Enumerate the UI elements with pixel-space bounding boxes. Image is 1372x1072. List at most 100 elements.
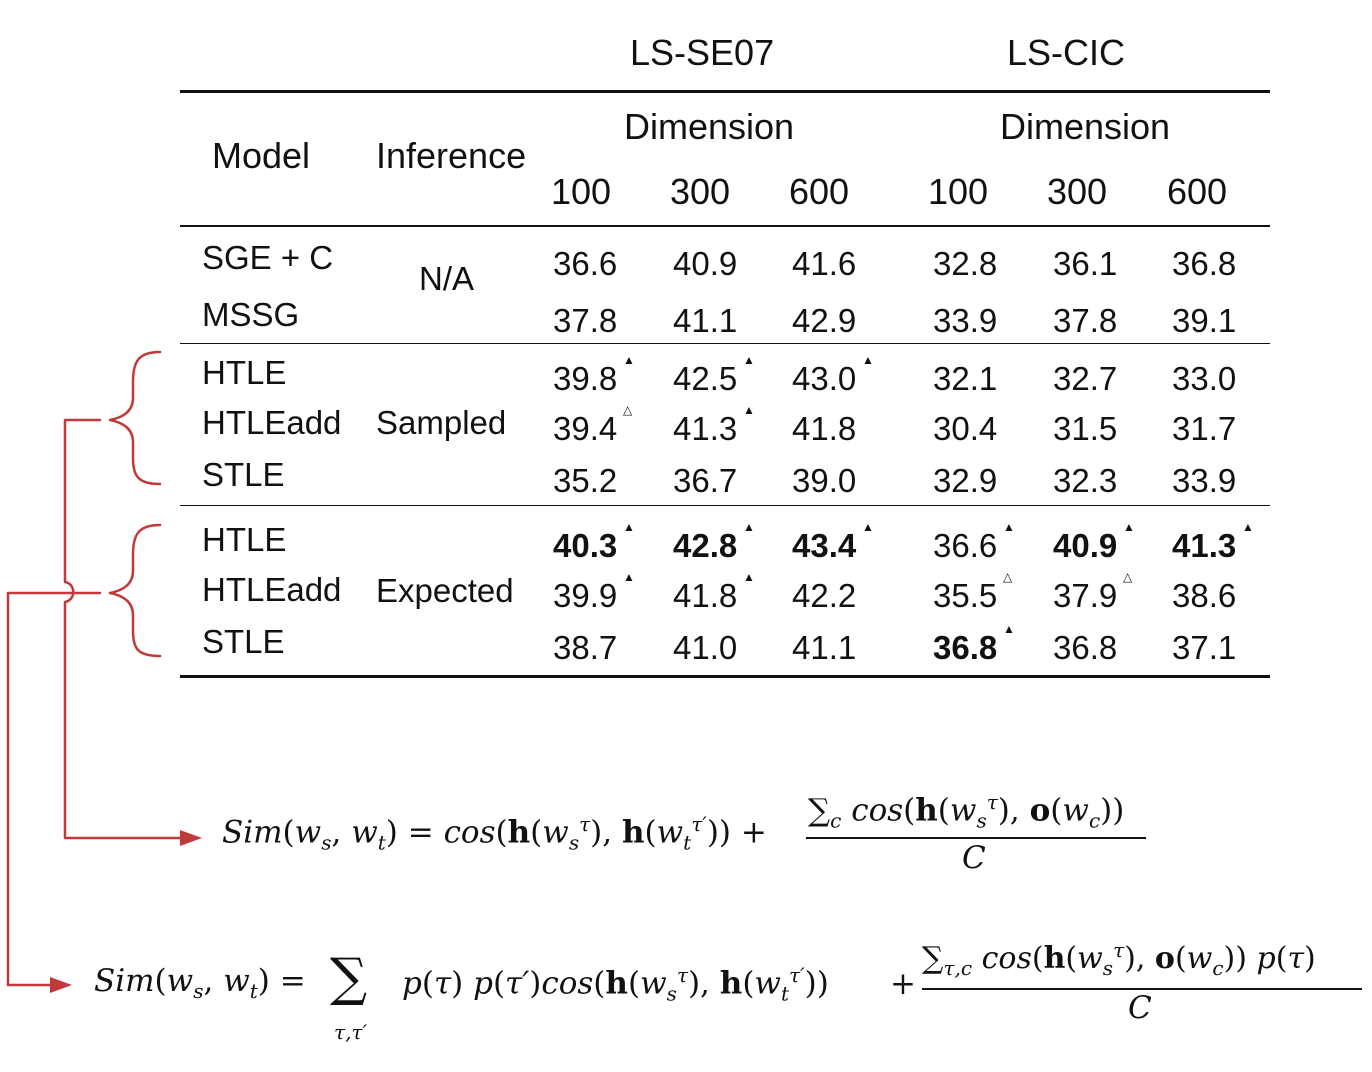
table-cell: 41.8	[673, 577, 738, 614]
significance-marker: ▲	[1123, 520, 1135, 534]
table-cell: 36.6	[553, 245, 618, 282]
significance-marker: ▲	[623, 520, 635, 534]
header-rule	[180, 225, 1270, 227]
table-cell: 30.4	[933, 410, 998, 447]
table-cell: 42.2	[792, 577, 857, 614]
significance-marker: △	[1123, 570, 1133, 584]
table-cell: 35.2	[553, 462, 618, 499]
table-cell: 32.3	[1053, 462, 1118, 499]
table-cell: 31.7	[1172, 410, 1237, 447]
significance-marker: ▲	[743, 353, 755, 367]
model-name: HTLEadd	[202, 404, 342, 441]
model-name: STLE	[202, 623, 285, 660]
table-cell: 41.3	[1172, 527, 1237, 564]
top-rule	[180, 90, 1270, 93]
significance-marker: ▲	[862, 353, 874, 367]
table-cell: 41.8	[792, 410, 857, 447]
connector-line-1	[63, 418, 182, 840]
formula2-denominator: C	[1128, 990, 1152, 1026]
significance-marker: △	[1003, 570, 1013, 584]
model-name: MSSG	[202, 296, 300, 333]
table-cell: 32.9	[933, 462, 998, 499]
significance-marker: ▲	[623, 353, 635, 367]
significance-marker: ▲	[862, 520, 874, 534]
dimension-header-cic: Dimension	[1000, 106, 1171, 147]
formula2-main-term: p(τ) p(τ′)cos(h(wsτ), h(wtτ′))	[402, 963, 829, 1006]
table-cell: 38.6	[1172, 577, 1237, 614]
table-cell: 42.5	[673, 360, 738, 397]
dim-header-cic-600: 600	[1167, 171, 1228, 212]
formula2-numerator: ∑τ,c cos(h(wsτ), o(wc)) p(τ)	[922, 938, 1316, 980]
table-cell: 37.8	[553, 302, 618, 339]
table-cell: 35.5	[933, 577, 998, 614]
formula1-numerator: ∑c cos(h(wsτ), o(wc))	[808, 790, 1125, 833]
significance-marker: ▲	[1003, 520, 1015, 534]
arrowhead-1	[180, 830, 202, 846]
connector-line-2	[6, 591, 102, 987]
dim-header-se07-600: 600	[789, 171, 850, 212]
significance-marker: △	[623, 403, 633, 417]
significance-marker: ▲	[743, 403, 755, 417]
table-cell: 32.8	[933, 245, 998, 282]
formula2-fraction-bar	[922, 988, 1362, 990]
inference-expected: Expected	[376, 572, 514, 609]
table-cell: 39.0	[792, 462, 857, 499]
dim-header-cic-300: 300	[1047, 171, 1108, 212]
table-cell: 41.3	[673, 410, 738, 447]
table-cell: 32.1	[933, 360, 998, 397]
formula1-denominator: C	[962, 840, 986, 876]
table-cell: 41.0	[673, 629, 738, 666]
section-rule-1	[180, 343, 1270, 345]
table-cell: 36.8	[933, 629, 998, 666]
significance-marker: ▲	[1242, 520, 1254, 534]
table-cell: 36.1	[1053, 245, 1118, 282]
model-column-header: Model	[212, 135, 311, 176]
table-cell: 33.0	[1172, 360, 1237, 397]
table-cell: 39.1	[1172, 302, 1237, 339]
table-cell: 43.4	[792, 527, 857, 564]
model-name: STLE	[202, 456, 285, 493]
model-name: SGE + C	[202, 239, 334, 276]
significance-marker: ▲	[623, 570, 635, 584]
group-header-ls-cic: LS-CIC	[1007, 32, 1126, 73]
table-cell: 36.7	[673, 462, 738, 499]
section-rule-2	[180, 505, 1270, 507]
group-header-ls-se07: LS-SE07	[630, 32, 775, 73]
table-cell: 33.9	[933, 302, 998, 339]
table-cell: 39.4	[553, 410, 618, 447]
brace-expected	[108, 523, 162, 658]
formula2-plus: +	[890, 966, 916, 1002]
formula-similarity-expected: Sim(ws, wt) =	[94, 963, 306, 1004]
table-cell: 42.9	[792, 302, 857, 339]
table-cell: 39.9	[553, 577, 618, 614]
dim-header-cic-100: 100	[928, 171, 989, 212]
table-cell: 36.8	[1172, 245, 1237, 282]
table-cell: 33.9	[1172, 462, 1237, 499]
inference-sampled: Sampled	[376, 404, 507, 441]
formula2-sum-sign: ∑	[330, 948, 368, 1008]
formula1-fraction-bar	[806, 837, 1146, 839]
formula2-sum-index: τ,τ′	[334, 1020, 368, 1044]
model-name: HTLEadd	[202, 571, 342, 608]
significance-marker: ▲	[743, 570, 755, 584]
table-cell: 41.1	[673, 302, 738, 339]
table-cell: 40.9	[1053, 527, 1118, 564]
table-cell: 43.0	[792, 360, 857, 397]
dimension-header-se07: Dimension	[624, 106, 795, 147]
table-cell: 36.6	[933, 527, 998, 564]
dim-header-se07-100: 100	[551, 171, 612, 212]
significance-marker: ▲	[743, 520, 755, 534]
brace-sampled	[108, 350, 162, 486]
table-cell: 41.1	[792, 629, 857, 666]
table-cell: 39.8	[553, 360, 618, 397]
table-cell: 37.9	[1053, 577, 1118, 614]
table-cell: 42.8	[673, 527, 738, 564]
model-name: HTLE	[202, 521, 287, 558]
table-cell: 31.5	[1053, 410, 1118, 447]
table-cell: 40.9	[673, 245, 738, 282]
table-cell: 37.1	[1172, 629, 1237, 666]
table-cell: 41.6	[792, 245, 857, 282]
table-cell: 32.7	[1053, 360, 1118, 397]
significance-marker: ▲	[1003, 622, 1015, 636]
inference-na: N/A	[419, 260, 475, 297]
